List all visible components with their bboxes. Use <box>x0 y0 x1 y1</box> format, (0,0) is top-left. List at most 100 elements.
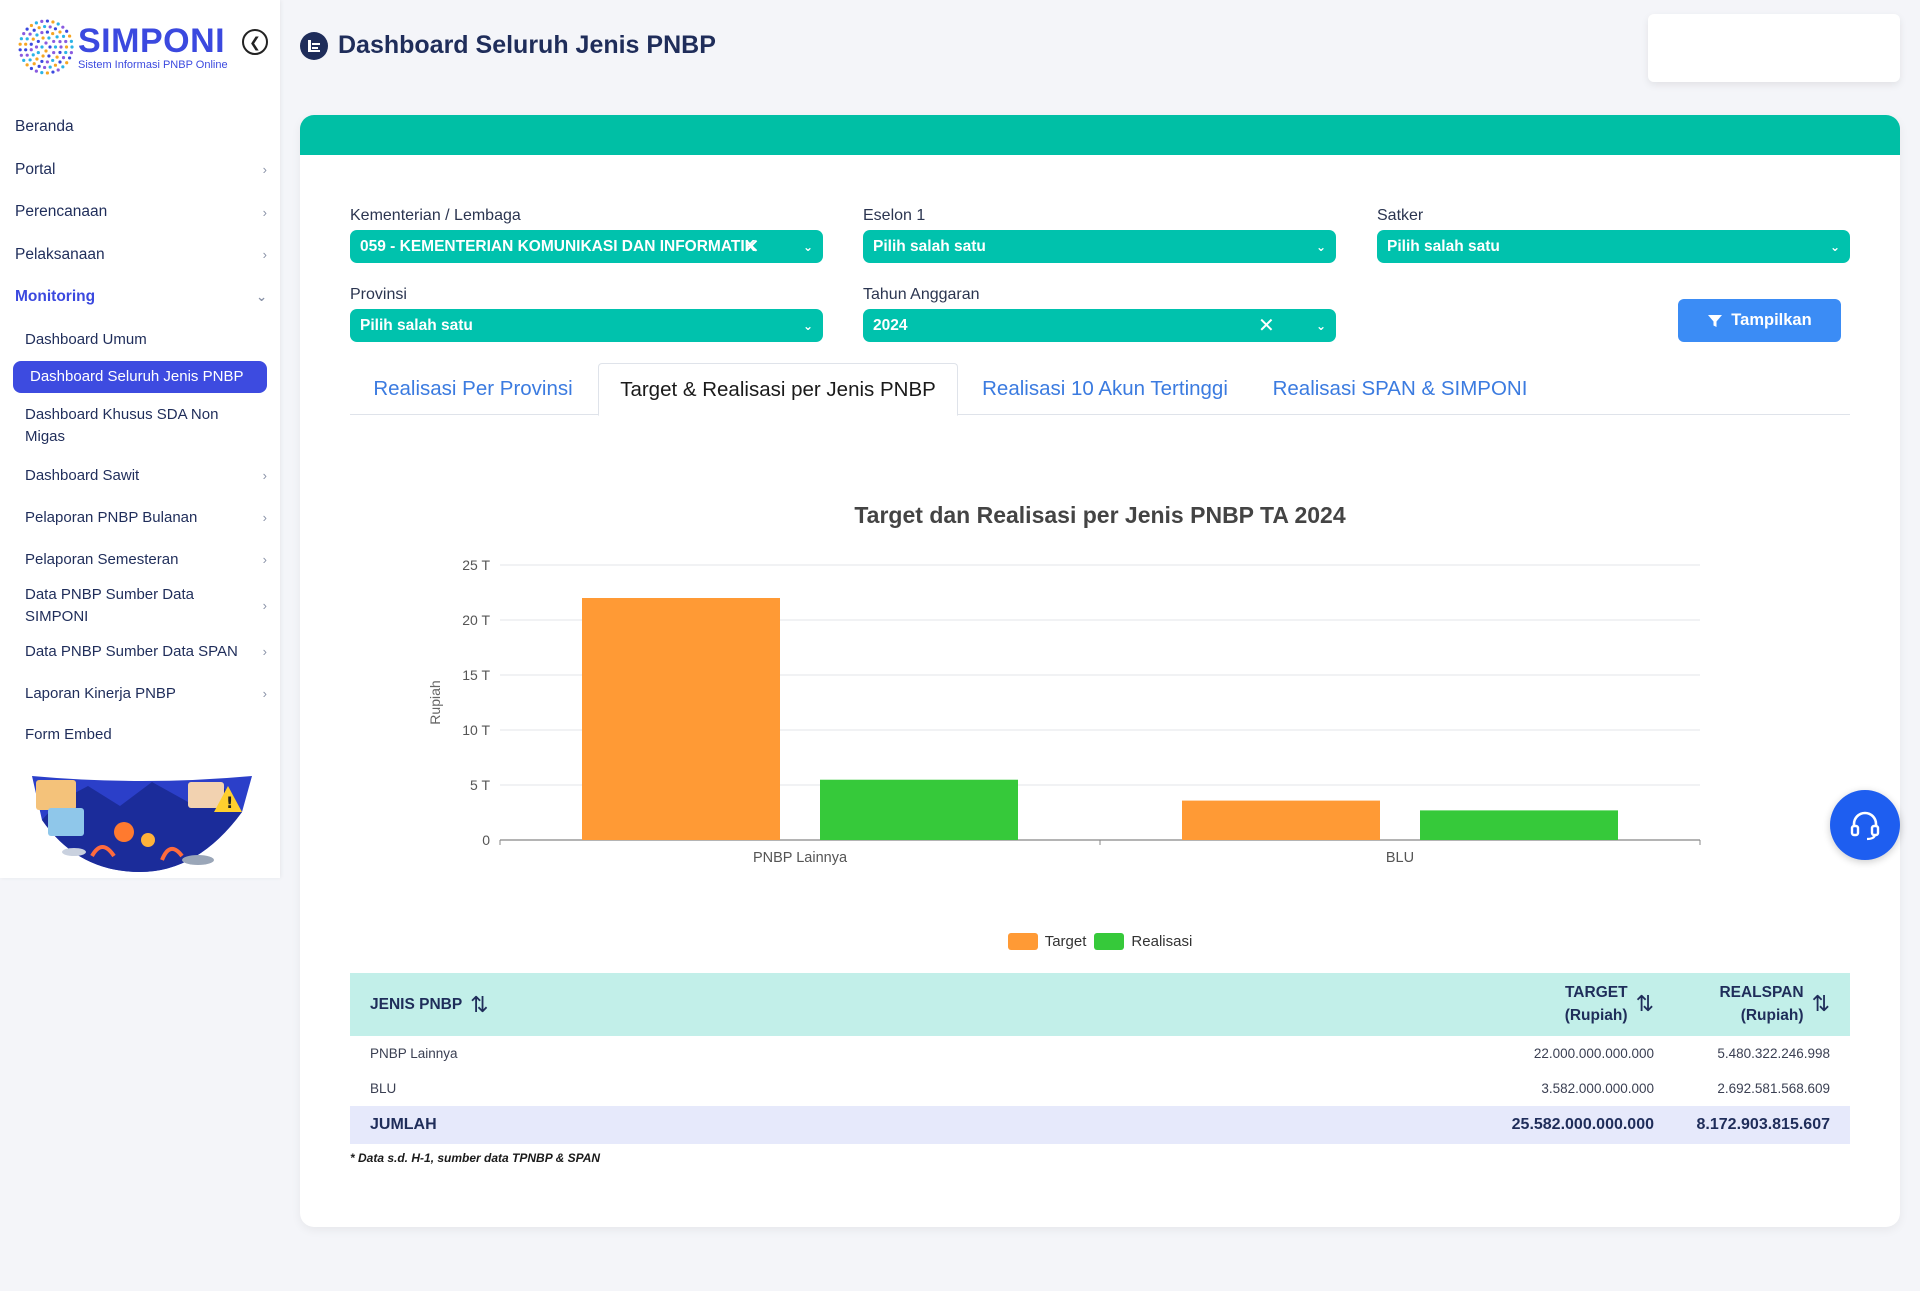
brand-subtitle: Sistem Informasi PNBP Online <box>78 58 228 71</box>
filter-satker-label: Satker <box>1377 207 1424 224</box>
help-headset-button[interactable] <box>1830 790 1900 860</box>
filter-kl-label: Kementerian / Lembaga <box>350 207 521 224</box>
legend-item-target[interactable]: Target <box>1007 933 1086 950</box>
sidebar-sub-dashboard-sawit[interactable]: Dashboard Sawit › <box>0 455 280 497</box>
tahun-select-value: 2024 <box>873 316 908 334</box>
headset-icon <box>1850 811 1880 841</box>
table-header: JENIS PNBP ⇅ TARGET (Rupiah) ⇅ REALSPAN (R… <box>350 973 1850 1036</box>
tahun-select[interactable]: 2024 ✕ ⌄ <box>863 309 1336 342</box>
tampilkan-button-label: Tampilkan <box>1731 311 1812 329</box>
sidebar-sub-laporan-kinerja[interactable]: Laporan Kinerja PNBP › <box>0 673 280 715</box>
tab-target-realisasi-jenis[interactable]: Target & Realisasi per Jenis PNBP <box>598 363 958 416</box>
sidebar-item-label: Monitoring <box>15 288 96 306</box>
table-total-row: JUMLAH 25.582.000.000.000 8.172.903.815.… <box>350 1106 1850 1144</box>
sidebar-sub-dashboard-khusus-sda[interactable]: Dashboard Khusus SDA Non Migas <box>0 397 280 455</box>
tab-bar: Realisasi Per Provinsi Target & Realisas… <box>350 363 1850 416</box>
legend-item-realisasi[interactable]: Realisasi <box>1094 933 1192 950</box>
chevron-right-icon: › <box>262 247 267 263</box>
page-title: Dashboard Seluruh Jenis PNBP <box>338 31 716 59</box>
sidebar-sub-pelaporan-semesteran[interactable]: Pelaporan Semesteran › <box>0 539 280 581</box>
th-label: REALSPAN (Rupiah) <box>1719 981 1803 1027</box>
collapse-sidebar-icon[interactable]: ❮ <box>242 29 268 55</box>
chart-title: Target dan Realisasi per Jenis PNBP TA 2… <box>854 502 1346 528</box>
sidebar-sub-data-span[interactable]: Data PNBP Sumber Data SPAN › <box>0 631 280 673</box>
tab-label: Realisasi 10 Akun Tertinggi <box>982 377 1228 400</box>
clear-icon[interactable]: ✕ <box>743 236 760 258</box>
th-jenis[interactable]: JENIS PNBP ⇅ <box>370 992 489 1018</box>
dashboard-icon <box>300 31 328 60</box>
bar-target <box>582 598 780 840</box>
sidebar-sub-label: Dashboard Khusus SDA Non Migas <box>25 405 219 445</box>
chevron-down-icon: ⌄ <box>256 289 267 305</box>
cell-target: 22.000.000.000.000 <box>1533 1046 1654 1061</box>
tab-label: Realisasi Per Provinsi <box>373 377 573 400</box>
eselon-select-value: Pilih salah satu <box>873 237 986 255</box>
tab-realisasi-10-akun[interactable]: Realisasi 10 Akun Tertinggi <box>960 363 1250 415</box>
tab-realisasi-per-provinsi[interactable]: Realisasi Per Provinsi <box>350 363 596 415</box>
sidebar-sub-dashboard-seluruh-jenis-pnbp[interactable]: Dashboard Seluruh Jenis PNBP <box>13 360 267 393</box>
table-row: PNBP Lainnya 22.000.000.000.000 5.480.32… <box>350 1036 1850 1071</box>
svg-text:!: ! <box>226 793 233 812</box>
sidebar-item-label: Beranda <box>15 118 74 136</box>
provinsi-select[interactable]: Pilih salah satu ⌄ <box>350 309 823 342</box>
sidebar-item-monitoring[interactable]: Monitoring ⌄ <box>0 276 280 319</box>
y-tick-label: 25 T <box>462 557 490 573</box>
total-label: JUMLAH <box>370 1116 437 1133</box>
tampilkan-button[interactable]: Tampilkan <box>1678 299 1841 342</box>
satker-select[interactable]: Pilih salah satu ⌄ <box>1377 230 1850 263</box>
cell-realisasi: 2.692.581.568.609 <box>1717 1081 1830 1096</box>
y-tick-label: 5 T <box>470 777 490 793</box>
th-label: TARGET (Rupiah) <box>1565 981 1628 1027</box>
sidebar-illustration: ! <box>32 776 252 872</box>
sidebar-sub-label: Form Embed <box>25 726 112 743</box>
filter-icon <box>1708 314 1723 327</box>
th-label: JENIS PNBP <box>370 996 463 1013</box>
sidebar-sub-dashboard-umum[interactable]: Dashboard Umum <box>0 319 280 361</box>
table-row: BLU 3.582.000.000.000 2.692.581.568.609 <box>350 1071 1850 1106</box>
chevron-down-icon: ⌄ <box>802 318 813 333</box>
total-realisasi: 8.172.903.815.607 <box>1696 1116 1830 1133</box>
y-axis-label: Rupiah <box>427 680 443 724</box>
cell-realisasi: 5.480.322.246.998 <box>1717 1046 1830 1061</box>
sort-icon[interactable]: ⇅ <box>470 992 489 1017</box>
legend-swatch <box>1094 933 1125 950</box>
kementerian-select-value: 059 - KEMENTERIAN KOMUNIKASI DAN INFORMA… <box>360 237 755 255</box>
sidebar-item-beranda[interactable]: Beranda <box>0 106 280 149</box>
legend-label: Realisasi <box>1131 933 1193 950</box>
sidebar-item-label: Pelaksanaan <box>15 245 105 263</box>
x-tick-label: PNBP Lainnya <box>753 850 848 866</box>
user-panel[interactable] <box>1648 14 1900 82</box>
filter-tahun-label: Tahun Anggaran <box>863 286 980 303</box>
y-tick-label: 10 T <box>462 722 490 738</box>
th-label-line: (Rupiah) <box>1564 1007 1628 1024</box>
clear-icon[interactable]: ✕ <box>1258 315 1275 337</box>
th-label-line: TARGET <box>1564 984 1628 1001</box>
kementerian-select[interactable]: 059 - KEMENTERIAN KOMUNIKASI DAN INFORMA… <box>350 230 823 263</box>
eselon-select[interactable]: Pilih salah satu ⌄ <box>863 230 1336 263</box>
sidebar-item-portal[interactable]: Portal › <box>0 149 280 192</box>
provinsi-select-value: Pilih salah satu <box>360 316 473 334</box>
sidebar-item-pelaksanaan[interactable]: Pelaksanaan › <box>0 234 280 277</box>
total-target: 25.582.000.000.000 <box>1511 1116 1654 1133</box>
sidebar-sub-pelaporan-bulanan[interactable]: Pelaporan PNBP Bulanan › <box>0 497 280 539</box>
tab-realisasi-span-simponi[interactable]: Realisasi SPAN & SIMPONI <box>1255 363 1545 415</box>
sidebar-sub-label: Data PNBP Sumber Data SIMPONI <box>25 585 194 625</box>
sort-icon[interactable]: ⇅ <box>1635 991 1654 1016</box>
sidebar-sub-label: Data PNBP Sumber Data SPAN <box>25 643 238 660</box>
sidebar-sub-label: Pelaporan PNBP Bulanan <box>25 509 198 526</box>
sidebar-item-perencanaan[interactable]: Perencanaan › <box>0 191 280 234</box>
th-label-line: (Rupiah) <box>1740 1007 1804 1024</box>
legend-swatch <box>1007 933 1038 950</box>
sidebar-sub-data-simponi[interactable]: Data PNBP Sumber Data SIMPONI › <box>0 581 280 631</box>
pnbp-table: JENIS PNBP ⇅ TARGET (Rupiah) ⇅ REALSPAN (R… <box>350 973 1850 1144</box>
brand-logo[interactable]: SIMPONI Sistem Informasi PNBP Online <box>18 18 228 76</box>
x-tick-label: BLU <box>1386 850 1414 866</box>
th-realspan[interactable]: REALSPAN (Rupiah) ⇅ <box>1719 981 1830 1027</box>
th-target[interactable]: TARGET (Rupiah) ⇅ <box>1565 981 1654 1027</box>
sort-icon[interactable]: ⇅ <box>1811 991 1830 1016</box>
bar-realisasi <box>1420 810 1618 840</box>
cell-jenis: BLU <box>370 1081 397 1096</box>
sidebar-sub-form-embed[interactable]: Form Embed <box>0 715 280 755</box>
sidebar-sub-label: Dashboard Umum <box>25 331 147 348</box>
page-header: Dashboard Seluruh Jenis PNBP <box>300 31 716 60</box>
